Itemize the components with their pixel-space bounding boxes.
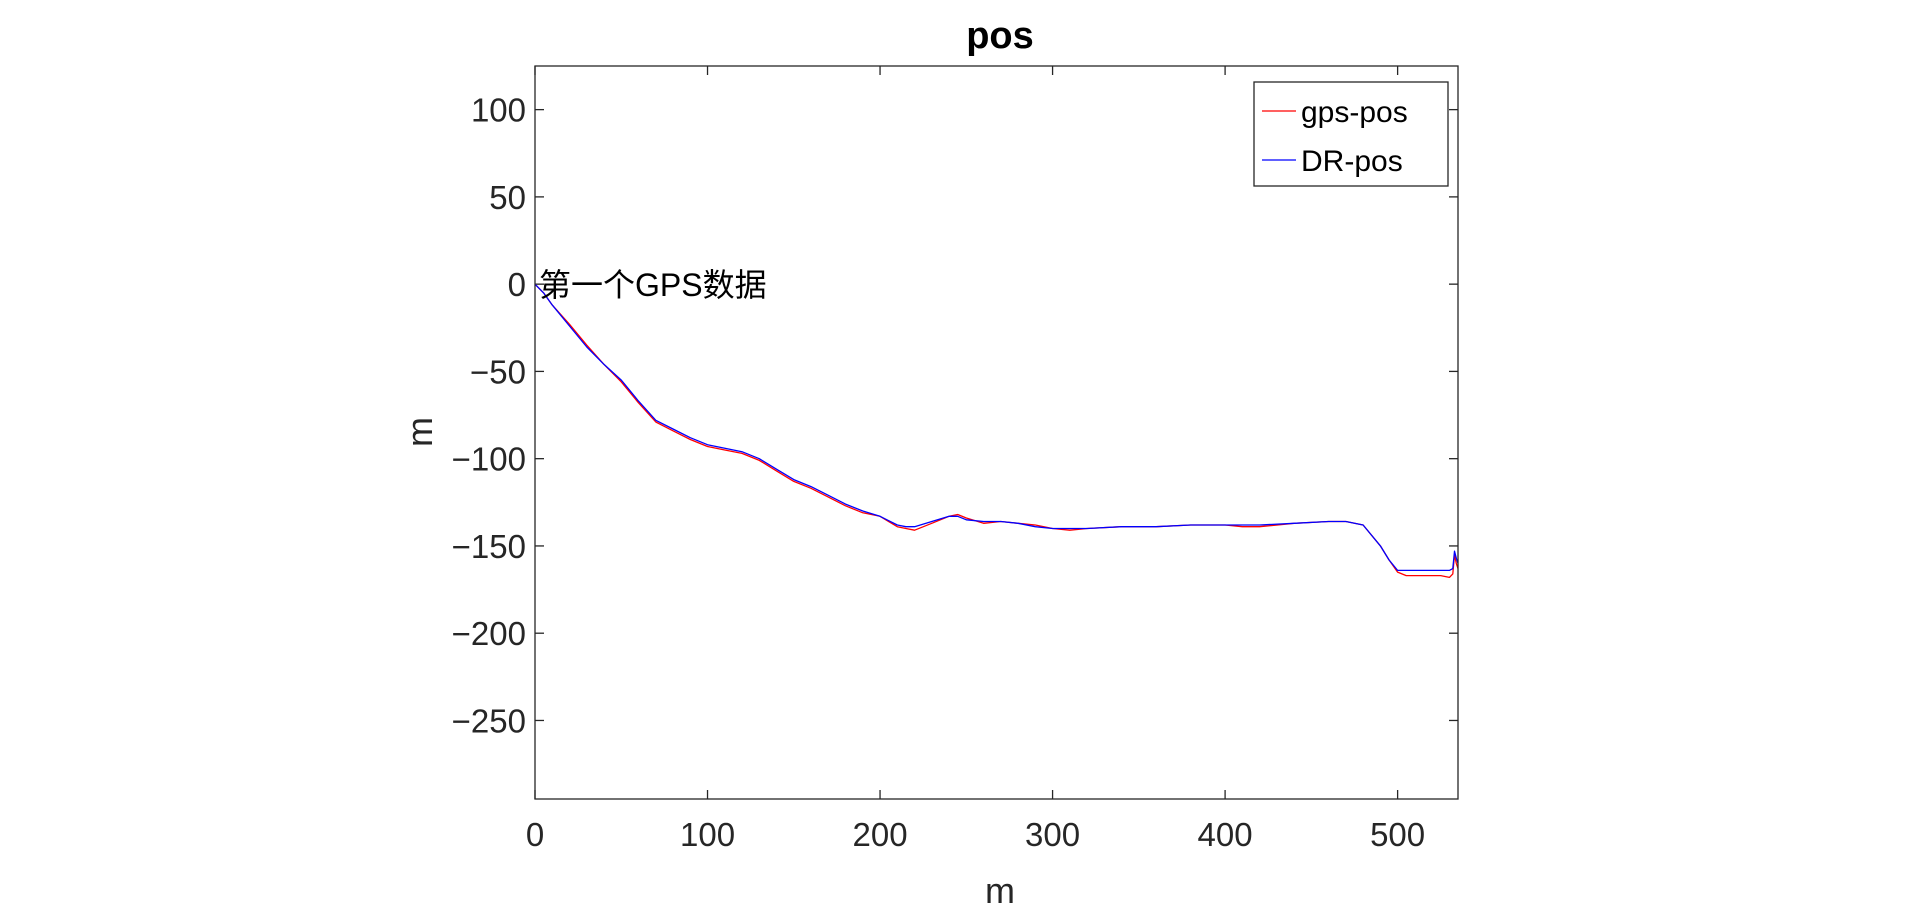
y-axis-ticks: 100 50 0 −50 −100 −150 −200 −250 bbox=[452, 92, 1458, 739]
x-tick-label: 500 bbox=[1370, 816, 1425, 853]
series-line-gps-pos bbox=[535, 283, 1458, 579]
y-axis-label: m bbox=[399, 417, 440, 447]
y-tick-label: −100 bbox=[452, 441, 526, 478]
y-tick-label: −250 bbox=[452, 702, 526, 739]
x-tick-label: 200 bbox=[853, 816, 908, 853]
x-tick-label: 400 bbox=[1198, 816, 1253, 853]
x-tick-label: 300 bbox=[1025, 816, 1080, 853]
axes-box bbox=[534, 65, 1459, 800]
x-tick-label: 100 bbox=[680, 816, 735, 853]
x-axis-label: m bbox=[985, 870, 1015, 911]
y-tick-label: −150 bbox=[452, 528, 526, 565]
plot-area bbox=[534, 65, 1459, 800]
series-line-dr-pos bbox=[535, 283, 1458, 572]
legend-box bbox=[1253, 81, 1449, 187]
legend: gps-pos DR-pos bbox=[1253, 81, 1449, 187]
x-axis-ticks: 0 100 200 300 400 500 bbox=[526, 66, 1425, 853]
first-gps-annotation: 第一个GPS数据 bbox=[539, 267, 767, 303]
legend-label-gps-pos: gps-pos bbox=[1301, 96, 1408, 129]
chart-title: pos bbox=[966, 15, 1034, 57]
y-tick-label: 50 bbox=[489, 179, 526, 216]
legend-label-dr-pos: DR-pos bbox=[1301, 145, 1403, 178]
y-tick-label: −200 bbox=[452, 615, 526, 652]
y-tick-label: 0 bbox=[508, 266, 526, 303]
y-tick-label: 100 bbox=[471, 92, 526, 129]
y-tick-label: −50 bbox=[470, 353, 526, 390]
x-tick-label: 0 bbox=[526, 816, 544, 853]
